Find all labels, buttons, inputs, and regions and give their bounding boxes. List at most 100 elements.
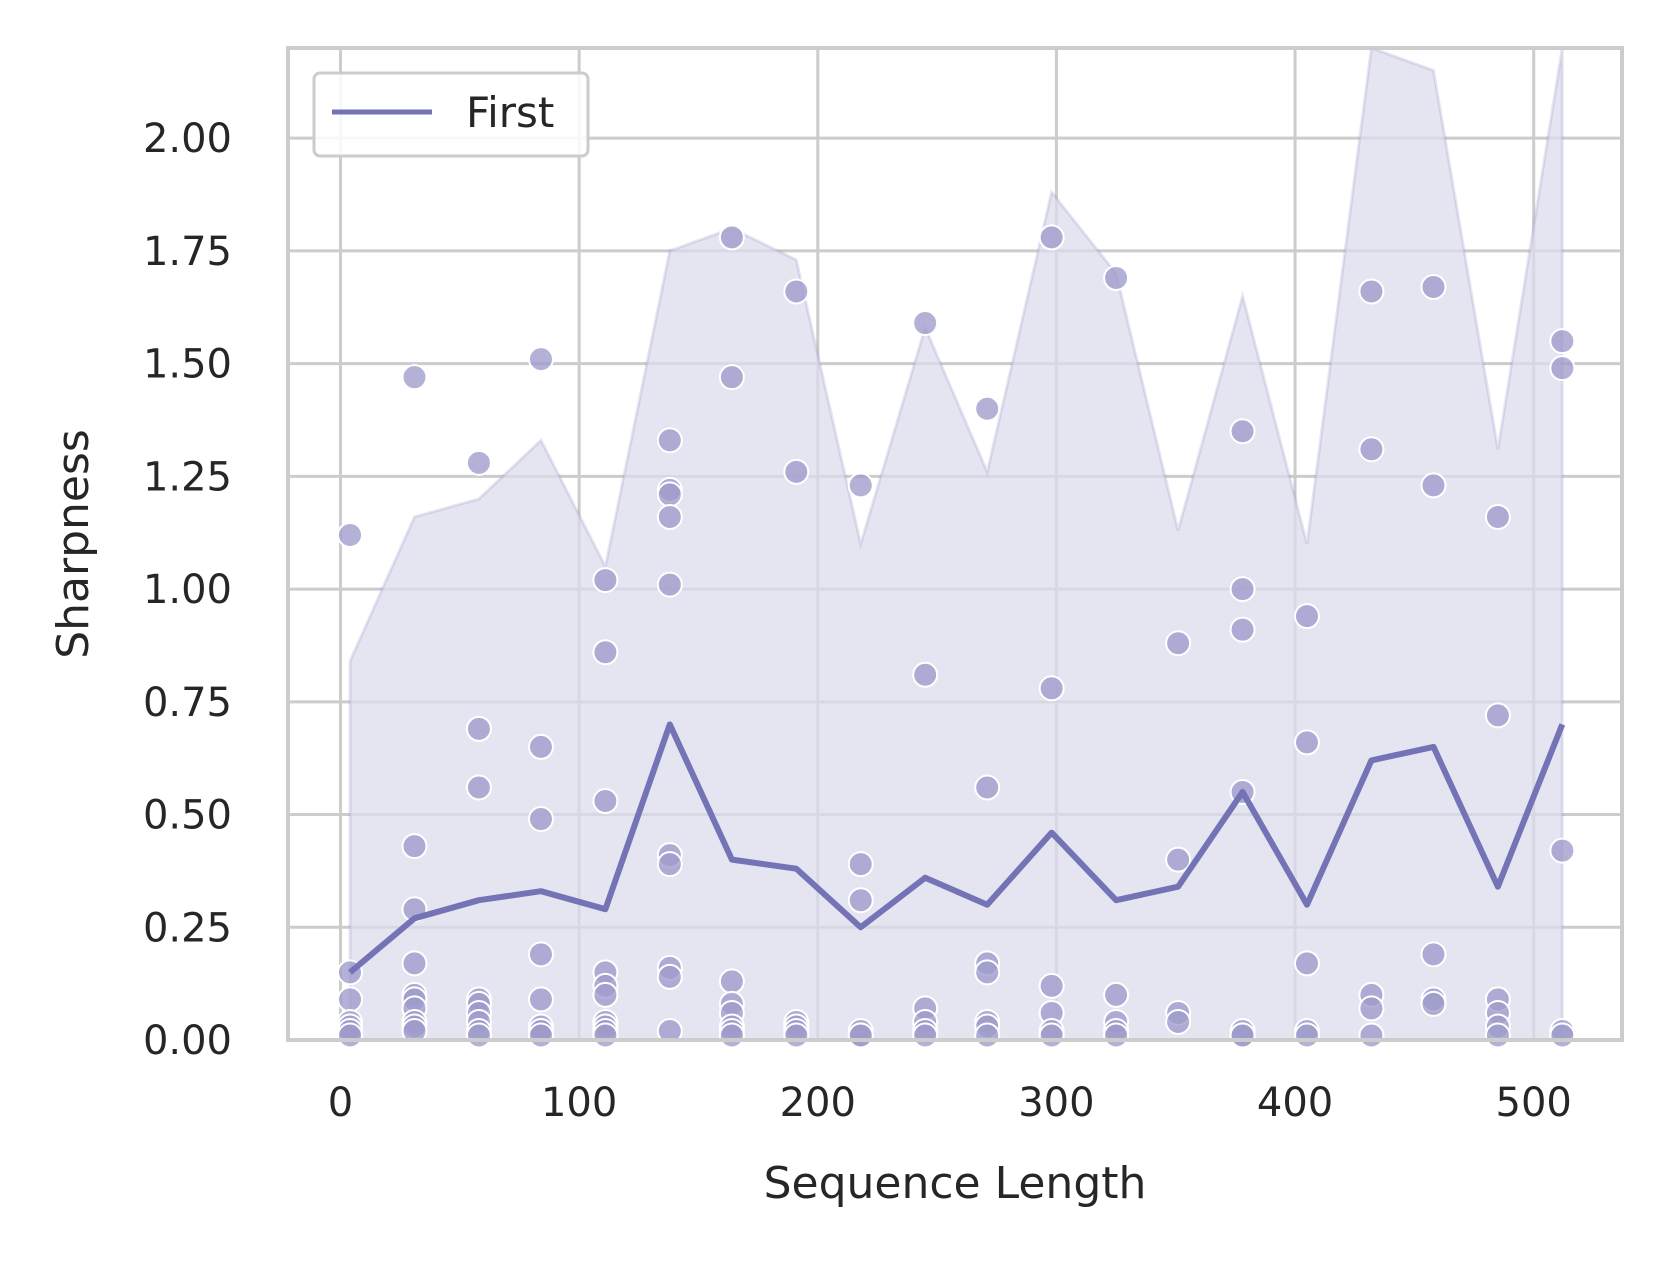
scatter-point [1293,950,1320,977]
scatter-point [718,224,745,251]
legend-label-first: First [466,88,554,137]
scatter-point [1420,472,1447,499]
scatter-point [656,481,683,508]
scatter-point [465,715,492,742]
scatter-point [1229,576,1256,603]
scatter-point [974,774,1001,801]
scatter-point [527,733,554,760]
scatter-point [1484,1022,1511,1049]
scatter-point [656,1017,683,1044]
scatter-point [592,567,619,594]
scatter-point [1293,603,1320,630]
scatter-point [1420,273,1447,300]
scatter-point [527,346,554,373]
scatter-point [656,851,683,878]
x-tick-label: 200 [780,1080,856,1126]
scatter-point [974,395,1001,422]
scatter-point [1420,990,1447,1017]
scatter-point [1549,837,1576,864]
scatter-point [527,806,554,833]
x-axis-label: Sequence Length [764,1158,1147,1209]
x-tick-labels: 0 100 200 300 400 500 [328,1080,1572,1126]
scatter-point [401,1017,428,1044]
scatter-point [656,503,683,530]
scatter-point [592,981,619,1008]
scatter-point [1103,981,1130,1008]
y-tick-label: 0.00 [143,1018,232,1064]
scatter-point [465,449,492,476]
scatter-point [1229,418,1256,445]
scatter-point [401,833,428,860]
scatter-point [656,571,683,598]
scatter-point [783,278,810,305]
scatter-point [1549,355,1576,382]
scatter-point [974,1022,1001,1049]
scatter-point [337,1022,364,1049]
y-axis-label: Sharpness [48,429,99,659]
scatter-point [1549,328,1576,355]
scatter-point [1358,1022,1385,1049]
scatter-point [1358,436,1385,463]
scatter-point [527,1022,554,1049]
scatter-point [1038,1022,1065,1049]
scatter-point [912,1022,939,1049]
scatter-point [465,774,492,801]
x-tick-label: 400 [1257,1080,1333,1126]
scatter-point [1103,264,1130,291]
scatter-point [401,950,428,977]
legend-box [312,71,590,158]
scatter-point [974,959,1001,986]
y-tick-label: 0.50 [143,793,232,839]
scatter-point [718,364,745,391]
scatter-point [912,310,939,337]
x-tick-label: 300 [1018,1080,1094,1126]
scatter-point [1420,941,1447,968]
scatter-point [1229,1022,1256,1049]
scatter-point [847,887,874,914]
scatter-point [783,1022,810,1049]
scatter-point [1293,729,1320,756]
scatter-point [1293,1022,1320,1049]
scatter-point [1549,1022,1576,1049]
scatter-point [783,458,810,485]
scatter-point [1358,278,1385,305]
legend: First [312,71,590,158]
scatter-point [1165,846,1192,873]
scatter-point [1484,503,1511,530]
scatter-point [1103,1022,1130,1049]
y-tick-label: 0.75 [143,680,232,726]
series-line-layer [348,721,1566,975]
x-tick-label: 500 [1496,1080,1572,1126]
scatter-point [847,851,874,878]
y-tick-label: 1.50 [143,342,232,388]
scatter-point [1038,675,1065,702]
scatter-point [847,1022,874,1049]
scatter-point [656,427,683,454]
scatter-point [1165,630,1192,657]
scatter-point [592,639,619,666]
scatter-point [912,661,939,688]
scatter-point [401,364,428,391]
y-tick-label: 1.25 [143,454,232,500]
scatter-point [527,986,554,1013]
y-tick-label: 0.25 [143,905,232,951]
scatter-point [1165,1008,1192,1035]
scatter-point [1229,616,1256,643]
x-tick-label: 100 [541,1080,617,1126]
plot-frame [286,46,1624,1042]
y-tick-label: 1.00 [143,567,232,613]
scatter-point [1484,702,1511,729]
scatter-point [1358,995,1385,1022]
scatter-point [1038,224,1065,251]
y-tick-label: 1.75 [143,229,232,275]
scatter-point [337,521,364,548]
series-line-first [348,721,1566,975]
y-tick-labels: 0.00 0.25 0.50 0.75 1.00 1.25 1.50 1.75 2.00 [143,116,232,1064]
scatter-point [718,1022,745,1049]
scatter-point [465,1022,492,1049]
y-tick-label: 2.00 [143,116,232,162]
scatter-point [847,472,874,499]
scatter-point [592,788,619,815]
scatter-point [337,986,364,1013]
